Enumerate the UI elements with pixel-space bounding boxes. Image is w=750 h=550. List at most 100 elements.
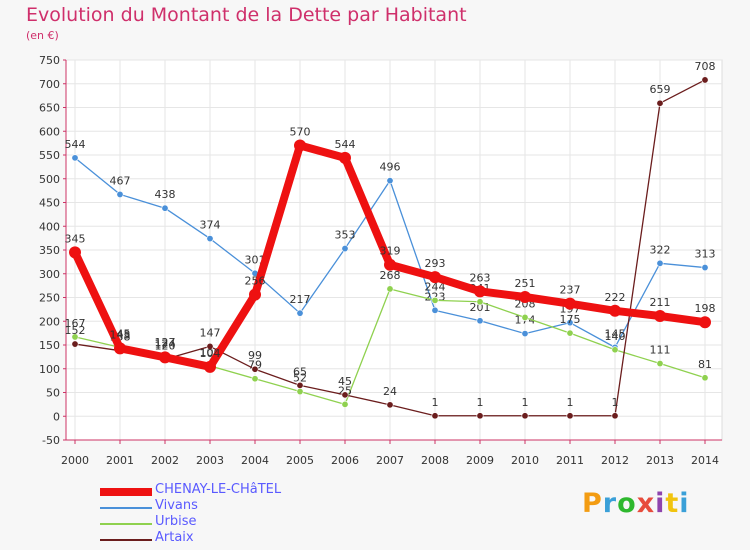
data-label-urbise: 167: [65, 317, 86, 330]
data-label-urbise: 268: [380, 269, 401, 282]
chart-subtitle: (en €): [26, 29, 59, 42]
data-point-chenay-le-chatel: [429, 271, 441, 284]
data-point-chenay-le-chatel: [564, 297, 576, 310]
data-label-chenay-le-chatel: 198: [695, 302, 716, 315]
y-tick-label: 750: [39, 54, 60, 67]
data-point-chenay-le-chatel: [69, 246, 81, 259]
legend-label: Urbise: [155, 514, 197, 529]
data-point-artaix: [341, 391, 349, 399]
data-label-artaix: 1: [432, 396, 439, 409]
data-point-vivans: [71, 154, 79, 162]
data-point-urbise: [431, 296, 439, 304]
data-point-vivans: [341, 245, 349, 253]
data-point-urbise: [476, 298, 484, 306]
data-label-chenay-le-chatel: 293: [425, 257, 446, 270]
data-point-chenay-le-chatel: [159, 351, 171, 364]
data-label-artaix: 1: [522, 396, 529, 409]
data-point-urbise: [656, 360, 664, 368]
chart-title: Evolution du Montant de la Dette par Hab…: [26, 4, 467, 26]
data-point-artaix: [386, 401, 394, 409]
y-tick-label: 600: [39, 125, 60, 138]
data-point-artaix: [476, 412, 484, 420]
data-label-chenay-le-chatel: 263: [470, 271, 491, 284]
data-label-chenay-le-chatel: 251: [515, 277, 536, 290]
y-tick-label: 450: [39, 197, 60, 210]
data-point-vivans: [701, 264, 709, 272]
data-label-artaix: 708: [695, 60, 716, 73]
x-tick-label: 2007: [376, 454, 404, 467]
data-label-artaix: 152: [65, 324, 86, 337]
y-tick-label: 300: [39, 268, 60, 281]
data-label-artaix: 99: [248, 349, 262, 362]
series-urbise: 1671451271067952252682442412081751401118…: [65, 269, 712, 408]
data-point-urbise: [611, 346, 619, 354]
data-point-urbise: [386, 285, 394, 293]
legend-label: Artaix: [155, 530, 194, 545]
data-point-chenay-le-chatel: [294, 139, 306, 152]
legend-swatch: [100, 523, 152, 525]
data-point-vivans: [116, 190, 124, 198]
legend-swatch: [100, 488, 152, 496]
y-tick-label: 200: [39, 315, 60, 328]
y-tick-label: 700: [39, 78, 60, 91]
y-tick-label: 100: [39, 363, 60, 376]
data-label-vivans: 301: [245, 253, 266, 266]
data-label-urbise: 52: [293, 372, 307, 385]
x-tick-label: 2010: [511, 454, 539, 467]
data-point-artaix: [656, 99, 664, 107]
data-label-chenay-le-chatel: 319: [380, 245, 401, 258]
data-label-urbise: 111: [650, 344, 671, 357]
data-label-chenay-le-chatel: 237: [560, 284, 581, 297]
x-tick-label: 2012: [601, 454, 629, 467]
data-point-artaix: [206, 342, 214, 350]
y-tick-label: 350: [39, 244, 60, 257]
x-tick-label: 2001: [106, 454, 134, 467]
y-tick-label: 250: [39, 292, 60, 305]
x-tick-label: 2013: [646, 454, 674, 467]
data-point-chenay-le-chatel: [519, 291, 531, 304]
data-point-artaix: [431, 412, 439, 420]
data-label-vivans: 496: [380, 161, 401, 174]
legend-swatch: [100, 539, 152, 541]
data-label-chenay-le-chatel: 222: [605, 291, 626, 304]
series-chenay-le-chatel: 345 143 124 104 256 570 544 319 293 263 251 237 222 2…: [65, 126, 716, 373]
data-point-chenay-le-chatel: [204, 360, 216, 373]
data-point-artaix: [251, 365, 259, 373]
data-point-artaix: [566, 412, 574, 420]
data-label-artaix: 65: [293, 365, 307, 378]
y-tick-label: 650: [39, 102, 60, 115]
data-point-chenay-le-chatel: [114, 342, 126, 355]
data-point-vivans: [431, 306, 439, 314]
data-label-vivans: 353: [335, 229, 356, 242]
data-label-chenay-le-chatel: 345: [65, 232, 86, 245]
data-point-chenay-le-chatel: [249, 288, 261, 301]
x-tick-label: 2014: [691, 454, 719, 467]
proxiti-logo: Proxiti: [582, 488, 690, 519]
data-label-vivans: 467: [110, 174, 131, 187]
data-point-artaix: [521, 412, 529, 420]
data-label-chenay-le-chatel: 570: [290, 126, 311, 139]
y-tick-label: 0: [53, 410, 60, 423]
data-label-vivans: 374: [200, 219, 221, 232]
data-point-artaix: [296, 381, 304, 389]
data-point-vivans: [386, 177, 394, 185]
data-label-artaix: 659: [650, 83, 671, 96]
data-label-chenay-le-chatel: 544: [335, 138, 356, 151]
x-tick-label: 2006: [331, 454, 359, 467]
data-label-artaix: 1: [477, 396, 484, 409]
x-tick-label: 2005: [286, 454, 314, 467]
data-label-vivans: 438: [155, 188, 176, 201]
data-label-artaix: 120: [155, 339, 176, 352]
data-point-urbise: [296, 388, 304, 396]
data-label-artaix: 45: [338, 375, 352, 388]
data-label-artaix: 24: [383, 385, 397, 398]
data-point-vivans: [521, 330, 529, 338]
data-label-chenay-le-chatel: 104: [200, 347, 221, 360]
data-label-artaix: 1: [612, 396, 619, 409]
x-tick-label: 2004: [241, 454, 269, 467]
x-tick-label: 2011: [556, 454, 584, 467]
y-tick-label: 400: [39, 220, 60, 233]
data-label-chenay-le-chatel: 211: [650, 296, 671, 309]
